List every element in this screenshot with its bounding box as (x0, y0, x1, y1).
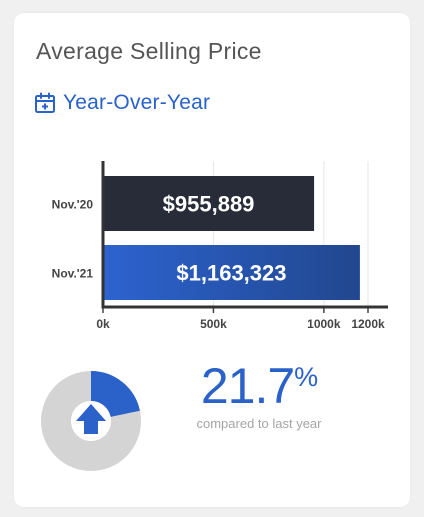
calendar-plus-icon (35, 92, 55, 113)
x-tick-label: 0k (96, 317, 110, 331)
change-caption: compared to last year (196, 416, 322, 431)
change-percentage: 21.7% (176, 360, 342, 412)
bar (103, 176, 315, 231)
x-tick-label: 500k (200, 317, 227, 331)
bar-value-label: $955,889 (163, 192, 255, 217)
change-donut (41, 371, 141, 471)
y-category-label: Nov.'20 (52, 198, 94, 212)
x-tick-label: 1000k (307, 317, 341, 331)
year-over-year-header: Year-Over-Year (34, 91, 210, 115)
change-stat: 21.7% compared to last year (176, 360, 342, 431)
subtitle-label: Year-Over-Year (63, 91, 211, 114)
bar-value-label: $1,163,323 (176, 261, 286, 286)
bar (103, 245, 360, 300)
x-tick-label: 1200k (351, 317, 385, 331)
change-value: 21.7 (200, 358, 295, 414)
arrow-up-icon (76, 404, 106, 434)
percent-sign: % (294, 362, 318, 392)
y-category-label: Nov.'21 (52, 267, 94, 281)
bar-chart: 0k 500k 1000k 1200k $955,889 Nov.'20 $1,163,3… (52, 161, 388, 331)
donut-change-arc (90, 371, 140, 418)
card-title: Average Selling Price (36, 38, 262, 64)
